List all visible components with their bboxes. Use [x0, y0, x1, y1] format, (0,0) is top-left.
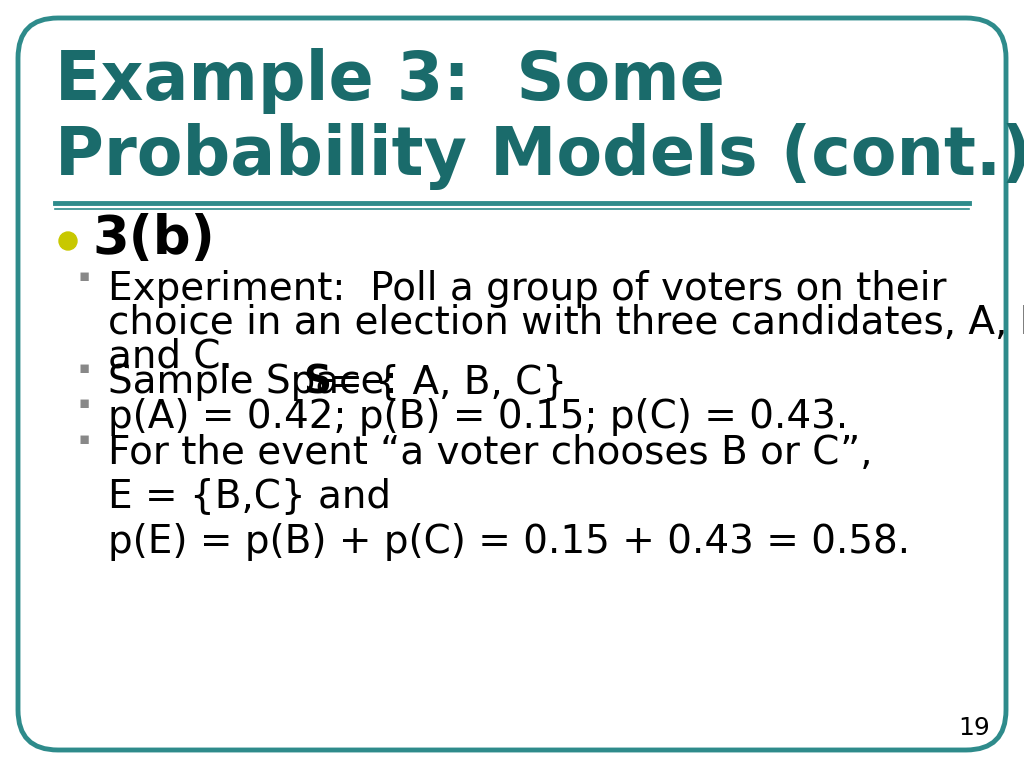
Text: Sample Space:: Sample Space: [108, 363, 422, 401]
Text: S: S [303, 363, 331, 401]
Text: p(E) = p(B) + p(C) = 0.15 + 0.43 = 0.58.: p(E) = p(B) + p(C) = 0.15 + 0.43 = 0.58. [108, 523, 910, 561]
Text: ▪: ▪ [78, 394, 89, 412]
Text: For the event “a voter chooses B or C”,: For the event “a voter chooses B or C”, [108, 434, 872, 472]
Text: and C.: and C. [108, 338, 232, 376]
Text: E = {B,C} and: E = {B,C} and [108, 477, 391, 515]
Text: 19: 19 [958, 716, 990, 740]
Text: = { A, B, C}: = { A, B, C} [318, 363, 567, 401]
Text: Experiment:  Poll a group of voters on their: Experiment: Poll a group of voters on th… [108, 270, 946, 308]
Text: 3(b): 3(b) [92, 213, 215, 265]
Text: choice in an election with three candidates, A, B,: choice in an election with three candida… [108, 304, 1024, 342]
Text: Probability Models (cont.): Probability Models (cont.) [55, 123, 1024, 190]
Text: ▪: ▪ [78, 267, 89, 285]
FancyBboxPatch shape [18, 18, 1006, 750]
Circle shape [59, 232, 77, 250]
Text: Example 3:  Some: Example 3: Some [55, 48, 725, 114]
Text: ▪: ▪ [78, 430, 89, 448]
Text: p(A) = 0.42; p(B) = 0.15; p(C) = 0.43.: p(A) = 0.42; p(B) = 0.15; p(C) = 0.43. [108, 398, 848, 436]
Text: ▪: ▪ [78, 359, 89, 377]
